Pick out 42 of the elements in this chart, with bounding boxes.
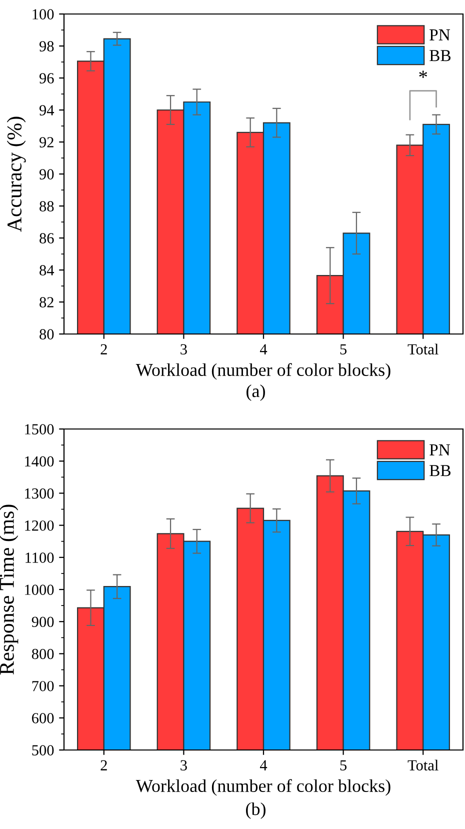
annotation: * — [419, 70, 428, 78]
y-tick-label: 80 — [40, 329, 54, 340]
x-tick-label: 3 — [180, 760, 187, 770]
y-tick-label: 1000 — [25, 584, 54, 595]
y-tick-label: 1400 — [25, 456, 54, 467]
x-tick-label: 2 — [100, 344, 107, 354]
y-axis-title: Accuracy (%) — [6, 116, 26, 232]
legend-label: BB — [430, 50, 451, 62]
y-tick-label: 84 — [40, 265, 54, 276]
y-tick-label: 86 — [40, 233, 54, 244]
y-tick-label: 800 — [32, 648, 54, 660]
text: (b) — [246, 802, 266, 819]
y-tick-label: 88 — [40, 201, 54, 212]
text: (a) — [246, 384, 265, 401]
y-tick-label: 96 — [39, 73, 54, 84]
y-tick-label: 700 — [32, 680, 54, 692]
y-tick-label: 100 — [32, 9, 54, 20]
y-tick-label: 90 — [39, 169, 54, 180]
x-tick-label: Total — [408, 760, 438, 770]
legend-label: PN — [430, 29, 450, 40]
y-tick-label: 1500 — [25, 424, 54, 434]
x-tick-label: 2 — [100, 760, 107, 770]
x-axis-title: Workload (number of color blocks) — [136, 363, 390, 380]
x-tick-label: 4 — [260, 760, 268, 770]
y-tick-label: 1200 — [25, 520, 54, 531]
y-tick-label: 98 — [39, 41, 54, 52]
y-tick-label: 1100 — [26, 552, 54, 563]
y-tick-label: 82 — [40, 297, 54, 308]
x-tick-label: Total — [408, 344, 438, 354]
y-tick-label: 900 — [32, 616, 54, 628]
y-tick-label: 500 — [32, 745, 54, 756]
x-tick-label: 3 — [180, 344, 187, 354]
x-tick-label: 5 — [340, 760, 347, 770]
y-tick-label: 94 — [39, 105, 54, 116]
x-tick-label: 5 — [340, 344, 347, 354]
y-tick-label: 600 — [32, 713, 54, 724]
legend-label: BB — [430, 465, 451, 476]
y-tick-label: 1300 — [25, 488, 54, 499]
y-tick-label: 92 — [39, 137, 54, 148]
x-axis-title: Workload (number of color blocks) — [136, 779, 390, 796]
x-tick-label: 4 — [260, 344, 268, 354]
legend-label: PN — [430, 444, 450, 456]
